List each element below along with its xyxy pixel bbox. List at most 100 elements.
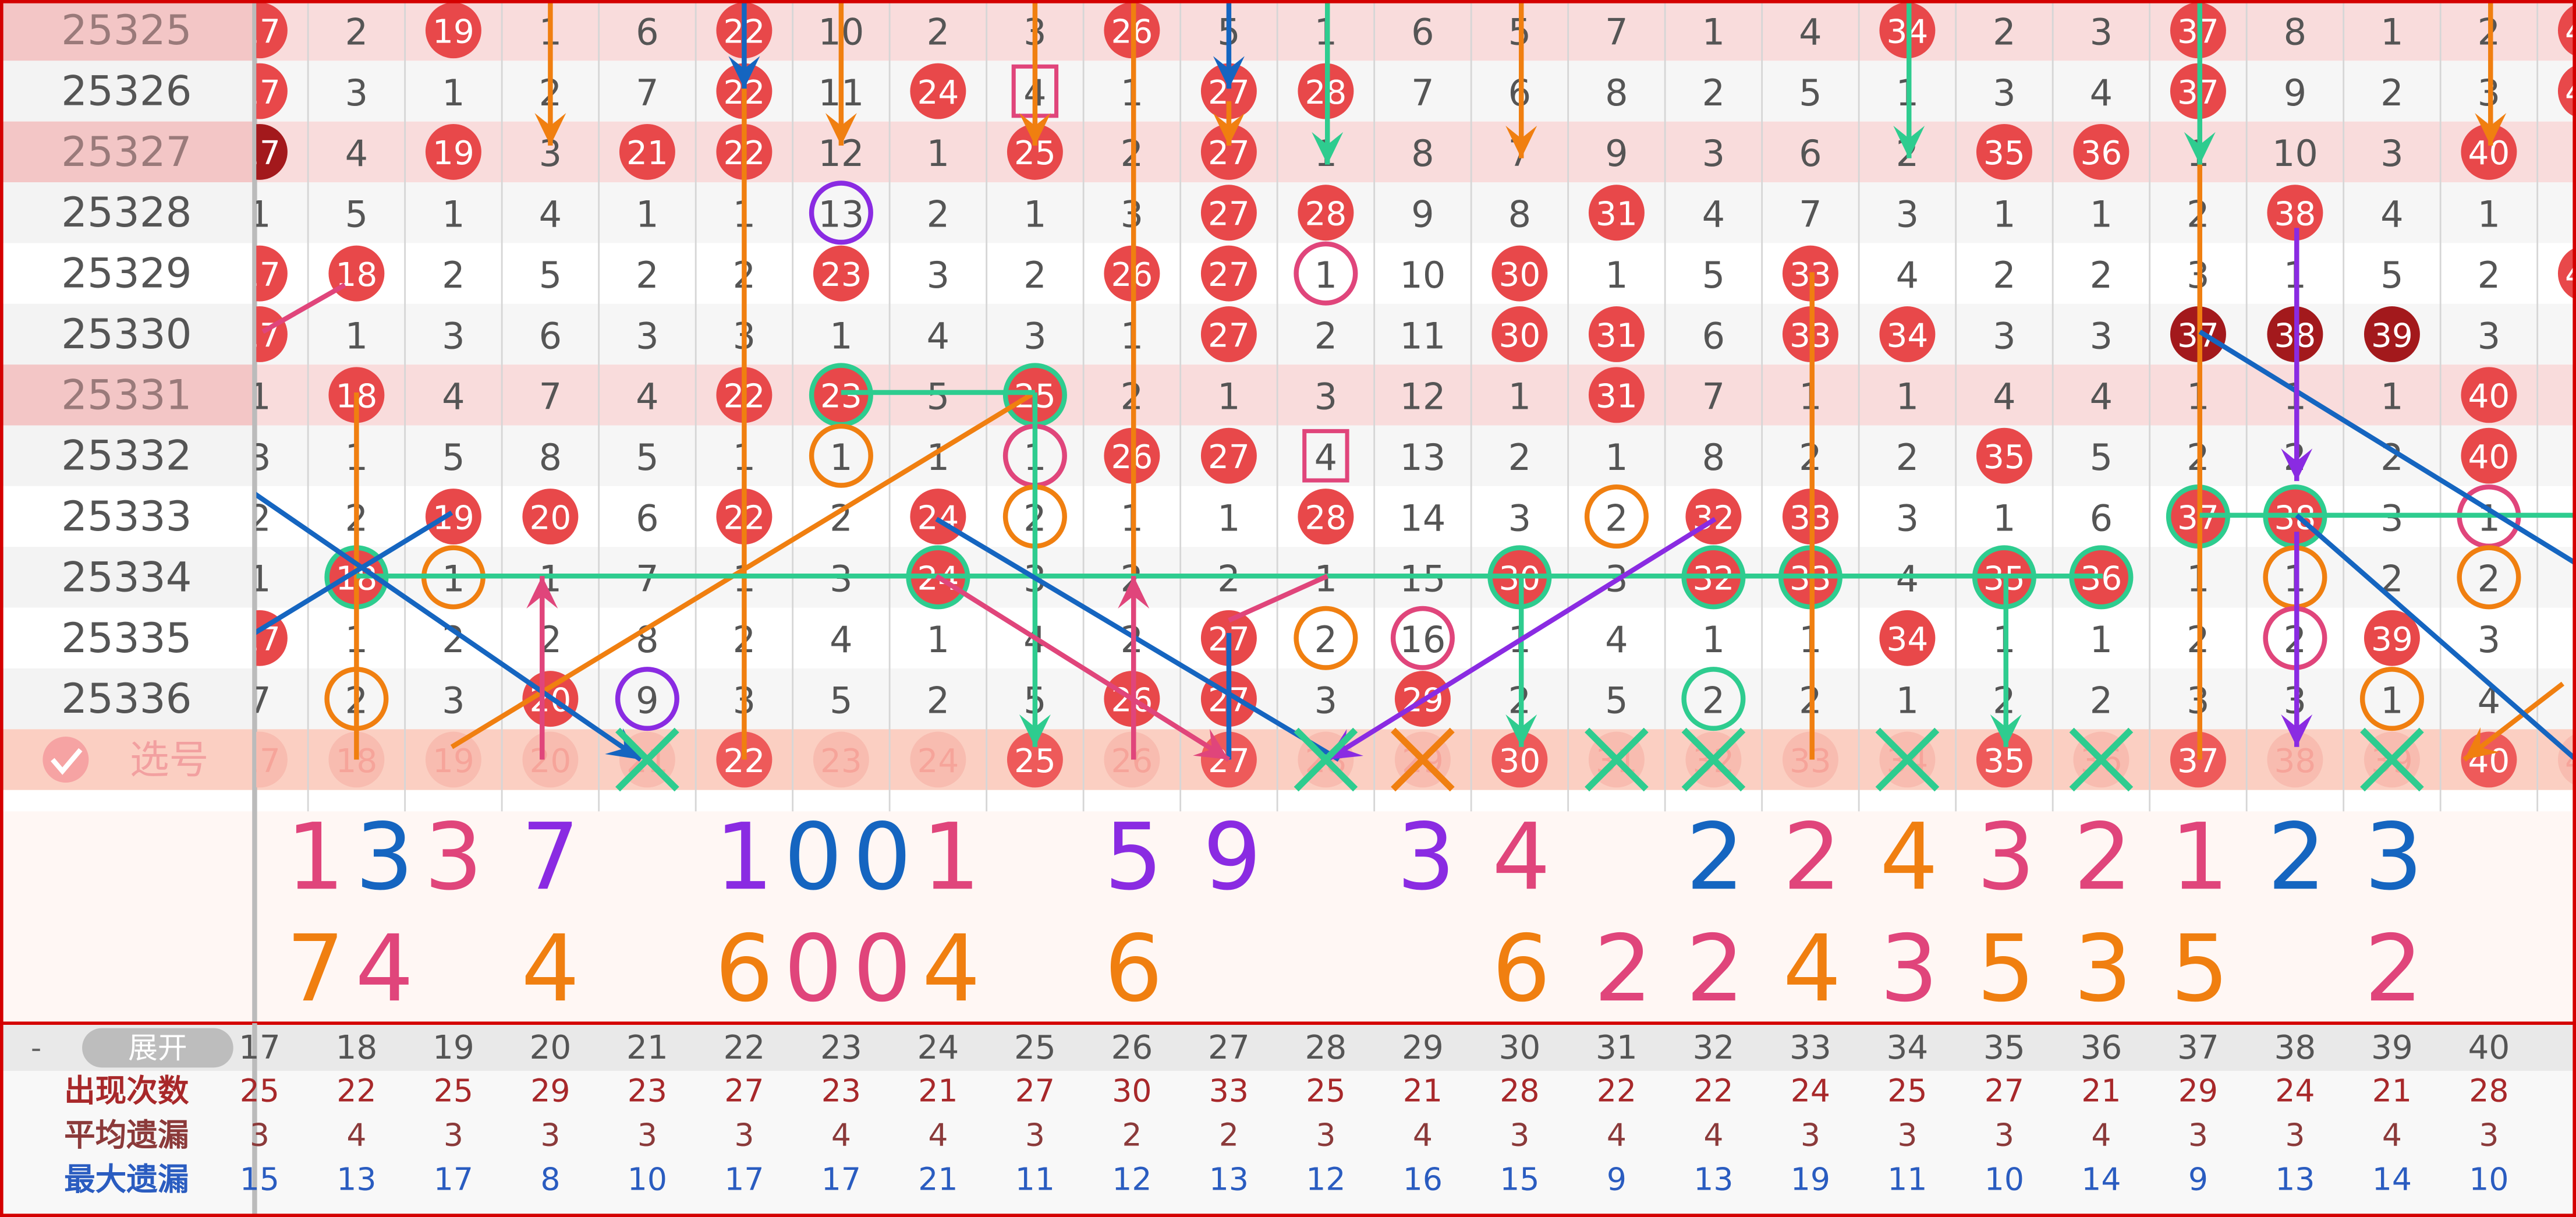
arrowhead-icon <box>534 113 566 146</box>
ball-number: 28 <box>1305 499 1347 537</box>
miss-count: 2 <box>1508 436 1531 479</box>
select-number-button[interactable]: 17 <box>232 731 288 788</box>
period-label: 25329 <box>61 250 192 298</box>
arrowhead-icon <box>1990 714 2022 747</box>
select-ball[interactable] <box>2267 731 2323 788</box>
period-cell-background <box>0 607 255 668</box>
select-number-button[interactable]: 20 <box>522 731 579 788</box>
ball-icon <box>1976 123 2032 180</box>
handwritten-digit: 1 <box>286 804 345 911</box>
miss-value: 2 <box>636 254 658 296</box>
select-number: 35 <box>1983 742 2025 780</box>
ball-number: 27 <box>1208 256 1250 294</box>
x-stroke <box>1585 727 1649 792</box>
annotation-layer <box>256 0 2576 792</box>
hit-ball: 19 <box>425 2 481 59</box>
period-cell-background <box>0 243 255 304</box>
period-label: 25326 <box>61 68 192 115</box>
ball-number: 31 <box>1596 317 1638 355</box>
handwritten-digit: 0 <box>853 804 912 911</box>
footer-number: 30 <box>1499 1029 1541 1067</box>
x-mark-icon <box>1681 727 1746 792</box>
handwritten-digit: 0 <box>784 804 843 911</box>
handwritten-digit: 2 <box>1686 804 1745 911</box>
miss-value: 3 <box>345 72 368 114</box>
miss-count: 4 <box>2380 193 2403 236</box>
ball-icon <box>2557 4 2576 57</box>
select-ball[interactable] <box>232 731 288 788</box>
hit-ball: 24 <box>910 63 966 119</box>
ball-icon <box>425 123 481 180</box>
select-ball[interactable] <box>813 731 869 788</box>
miss-count: 4 <box>2090 376 2113 418</box>
trend-line <box>2198 330 2576 566</box>
ball-number: 27 <box>1208 317 1250 355</box>
handwritten-digit: 3 <box>1976 804 2035 911</box>
miss-value: 9 <box>2284 72 2306 114</box>
trend-line <box>261 282 346 334</box>
stat-label: 最大遗漏 <box>64 1161 189 1198</box>
miss-count: 4 <box>830 618 852 661</box>
hit-ball: 19 <box>425 123 481 180</box>
select-ball[interactable] <box>522 731 579 788</box>
miss-count: 3 <box>442 679 465 721</box>
miss-count: 6 <box>2090 497 2113 539</box>
miss-value: 1 <box>1314 254 1337 296</box>
stat-value: 24 <box>1791 1072 1830 1109</box>
miss-value: 3 <box>1993 72 2015 114</box>
miss-value: 5 <box>1605 679 1628 721</box>
checkmark-circle-icon[interactable] <box>42 737 89 783</box>
miss-value: 7 <box>539 376 562 418</box>
miss-count: 3 <box>2478 314 2500 357</box>
select-number-button[interactable]: 19 <box>425 731 481 788</box>
footer-number: 37 <box>2177 1029 2219 1067</box>
select-number-button[interactable]: 38 <box>2267 731 2323 788</box>
miss-count: 13 <box>809 181 873 245</box>
miss-count: 1 <box>256 376 271 418</box>
select-ball[interactable] <box>425 731 481 788</box>
ball-icon <box>813 367 869 423</box>
select-number-button[interactable]: 35 <box>1976 731 2032 788</box>
select-number-button[interactable]: 22 <box>716 731 773 788</box>
miss-count: 3 <box>636 314 658 357</box>
hit-ball: 31 <box>1588 367 1645 423</box>
select-number-button[interactable]: 23 <box>813 731 869 788</box>
stat-value: 2 <box>1219 1116 1239 1153</box>
select-checkbox[interactable] <box>42 737 89 783</box>
miss-value: 3 <box>1314 679 1337 721</box>
stat-value: 22 <box>1693 1072 1733 1109</box>
miss-value: 2 <box>1702 72 1725 114</box>
hit-ball: 28 <box>1298 489 1354 544</box>
select-number-button[interactable]: 30 <box>1491 731 1548 788</box>
miss-value: 4 <box>539 193 562 236</box>
arrowhead-icon <box>2281 714 2313 747</box>
miss-value: 14 <box>1399 497 1445 539</box>
expand-button[interactable]: 展开 <box>82 1028 233 1068</box>
select-number-button[interactable]: 24 <box>910 731 966 788</box>
ring-marker <box>1681 667 1746 731</box>
arrowhead-icon <box>1019 113 1051 146</box>
miss-value: 6 <box>636 11 658 54</box>
x-mark-icon <box>615 727 679 792</box>
period-cell-background <box>0 668 255 730</box>
miss-count: 5 <box>1799 72 1822 114</box>
select-ball[interactable] <box>1007 731 1063 788</box>
select-number-button[interactable]: 25 <box>1007 731 1063 788</box>
miss-count: 4 <box>1896 558 1919 600</box>
period-cell-background <box>0 365 255 426</box>
miss-value: 3 <box>927 254 949 296</box>
select-ball[interactable] <box>910 731 966 788</box>
miss-value: 1 <box>1993 193 2015 236</box>
miss-count: 9 <box>1411 193 1434 236</box>
miss-count: 2 <box>927 11 949 54</box>
select-ball[interactable] <box>1491 731 1548 788</box>
arrowhead-icon <box>2281 448 2313 482</box>
expand-button-bg[interactable] <box>82 1028 233 1068</box>
ball-icon <box>2073 123 2129 180</box>
stat-value: 19 <box>1791 1161 1830 1198</box>
miss-count: 2 <box>1584 484 1649 549</box>
period-column: 25325 25326 25327 25328 25329 25330 25331 25332… <box>42 6 208 783</box>
select-ball[interactable] <box>1976 731 2032 788</box>
hit-ball: 27 <box>1200 123 1257 180</box>
miss-count: 8 <box>1411 132 1434 175</box>
